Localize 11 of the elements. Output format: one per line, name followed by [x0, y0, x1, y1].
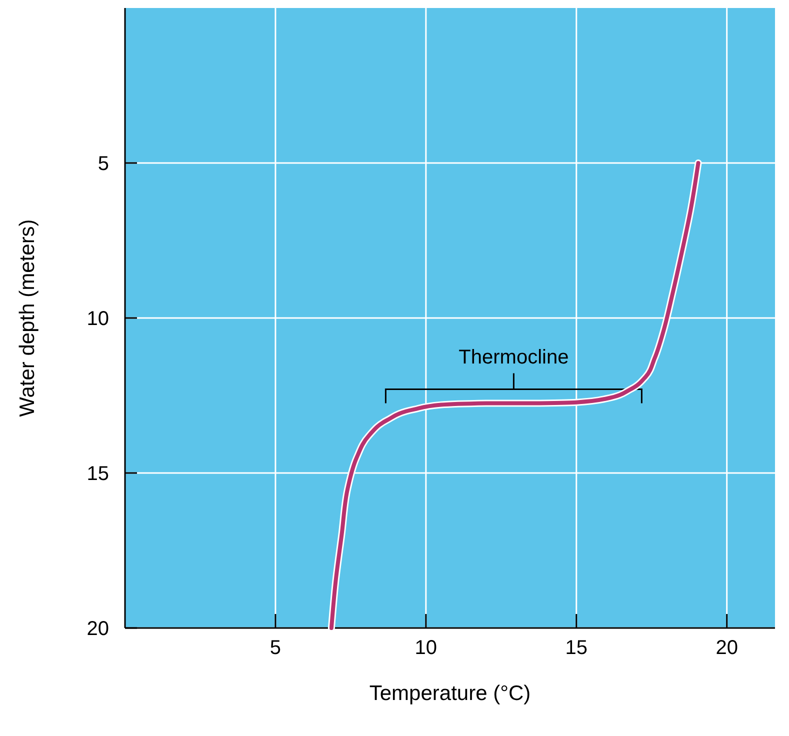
y-tick-label: 15 [86, 463, 109, 485]
y-tick-label: 10 [86, 308, 109, 330]
annotation: Thermocline [458, 346, 569, 368]
x-tick-label: 20 [716, 637, 738, 659]
y-axis-title: Water depth (meters) [16, 219, 39, 417]
x-tick-label: 15 [565, 637, 588, 659]
y-tick-label: 20 [86, 618, 109, 640]
y-tick-label: 5 [98, 153, 109, 175]
x-tick-label: 10 [414, 637, 438, 659]
x-tick-label: 5 [270, 637, 282, 659]
x-axis-title: Temperature (°C) [369, 682, 531, 705]
